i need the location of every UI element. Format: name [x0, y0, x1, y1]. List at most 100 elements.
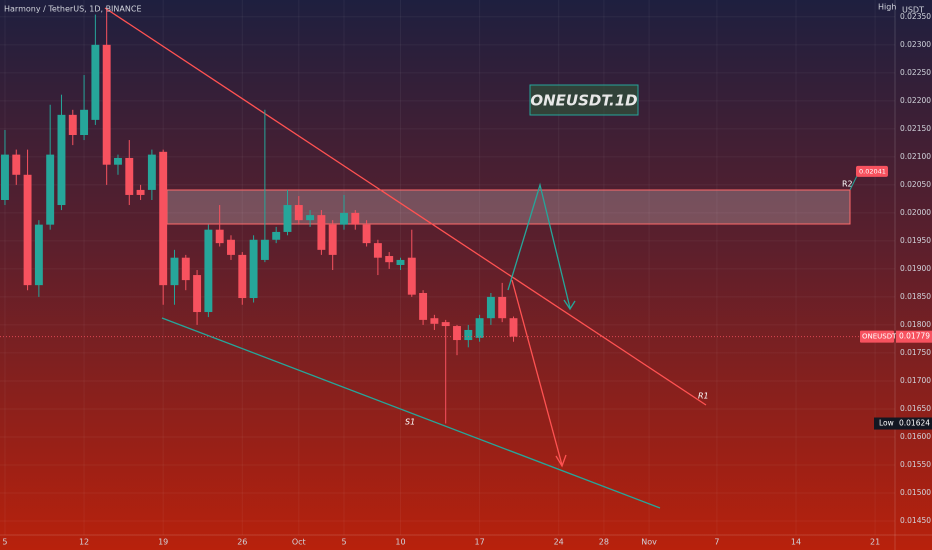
y-tick-label: 0.01650 [900, 404, 931, 413]
candle-body [238, 254, 247, 299]
candle-body [373, 243, 382, 258]
candle-body [453, 326, 461, 341]
x-tick-label: Oct [292, 538, 306, 547]
candle-body [385, 256, 394, 263]
y-tick-label: 0.01450 [900, 516, 931, 525]
candle-body [125, 157, 134, 195]
y-tick-label: 0.02300 [900, 40, 931, 49]
candle-body [1, 154, 9, 200]
candle-body [272, 231, 281, 240]
y-tick-label: 0.02100 [900, 152, 931, 161]
candle-body [294, 205, 303, 221]
projection-up [507, 182, 571, 309]
candle-body [80, 109, 89, 136]
annotation-box [529, 84, 639, 116]
candle-body [396, 259, 405, 265]
y-tick-label: 0.01550 [900, 460, 931, 469]
r1-trendline [104, 7, 707, 406]
candle-body [114, 157, 122, 165]
s1-label: S1 [405, 418, 415, 427]
candle-body [464, 329, 473, 341]
y-tick-label: 0.01700 [900, 376, 931, 385]
symbol-badge [860, 330, 894, 343]
arrow-head [555, 454, 567, 468]
x-tick-label: 10 [395, 538, 405, 547]
annotation: ONEUSDT.1D [530, 92, 637, 110]
candle-body [509, 318, 518, 337]
y-tick-label: 0.02050 [900, 180, 931, 189]
r2-label: R2 [842, 180, 853, 189]
high-label: High [878, 3, 896, 12]
x-tick-label: 24 [554, 538, 564, 547]
r2-badge [856, 165, 888, 177]
candle-body [170, 257, 179, 286]
y-tick-label: 0.01800 [900, 320, 931, 329]
x-tick-label: 19 [158, 538, 168, 547]
candle-body [227, 239, 235, 255]
y-tick-label: 0.02150 [900, 124, 931, 133]
candle-body [306, 215, 315, 221]
y-tick-label: 0.01600 [900, 432, 931, 441]
candle-body [340, 212, 348, 225]
candle-body [430, 318, 439, 324]
candle-body [486, 296, 495, 319]
x-tick-label: Nov [641, 538, 657, 547]
x-tick-label: 14 [791, 538, 801, 547]
x-tick-label: 5 [341, 538, 346, 547]
symbol-label: ONEUSDT [862, 333, 897, 341]
candle-body [475, 318, 484, 338]
candle-body [204, 229, 213, 313]
chart-title: Harmony / TetherUS, 1D, BINANCE [4, 5, 142, 14]
projection-down [511, 279, 563, 466]
candle-body [351, 212, 360, 225]
x-tick-label: 7 [714, 538, 719, 547]
r2-value: 0.02041 [859, 167, 886, 175]
x-tick-label: 12 [79, 538, 89, 547]
candle-body [362, 224, 371, 244]
candle-body [12, 154, 21, 175]
candle-body [283, 205, 292, 232]
x-tick-label: 28 [599, 538, 609, 547]
currency: USDT [902, 6, 924, 15]
candle-body [57, 114, 66, 206]
candle-body [34, 224, 43, 286]
y-tick-label: 0.02250 [900, 68, 931, 77]
s1-trendline [161, 317, 661, 509]
candle-body [23, 174, 32, 286]
r2-connector [849, 173, 859, 191]
low-label: Low [879, 419, 894, 428]
candle-body [193, 275, 202, 313]
candle-body [159, 151, 168, 286]
y-tick-label: 0.01750 [900, 348, 931, 357]
candle-body [441, 322, 450, 327]
candle-body [147, 154, 156, 190]
y-tick-label: 0.02000 [900, 208, 931, 217]
candle-body [68, 114, 77, 136]
candle-body [317, 215, 326, 250]
low-value: 0.01624 [899, 419, 930, 428]
x-tick-label: 21 [870, 538, 880, 547]
candle-body [260, 239, 269, 260]
price-badge [896, 330, 932, 343]
y-tick-label: 0.01500 [900, 488, 931, 497]
candle-body [328, 224, 337, 255]
candle-body [215, 229, 224, 244]
candles [1, 9, 518, 424]
y-tick-label: 0.02350 [900, 12, 931, 21]
x-tick-label: 26 [237, 538, 247, 547]
y-tick-label: 0.01900 [900, 264, 931, 273]
arrow-head [563, 299, 576, 311]
low-badge [874, 417, 932, 430]
y-tick-label: 0.01850 [900, 292, 931, 301]
r1-label: R1 [698, 392, 709, 401]
candle-body [181, 257, 190, 281]
candle-body [46, 154, 55, 225]
overlay: ONEUSDT 0.01779 Low 0.01624 0.02041 [0, 165, 932, 430]
candle-body [102, 44, 111, 165]
x-tick-label: 5 [2, 538, 7, 547]
y-tick-label: 0.01950 [900, 236, 931, 245]
y-tick-label: 0.02200 [900, 96, 931, 105]
resistance-zone [166, 189, 851, 225]
